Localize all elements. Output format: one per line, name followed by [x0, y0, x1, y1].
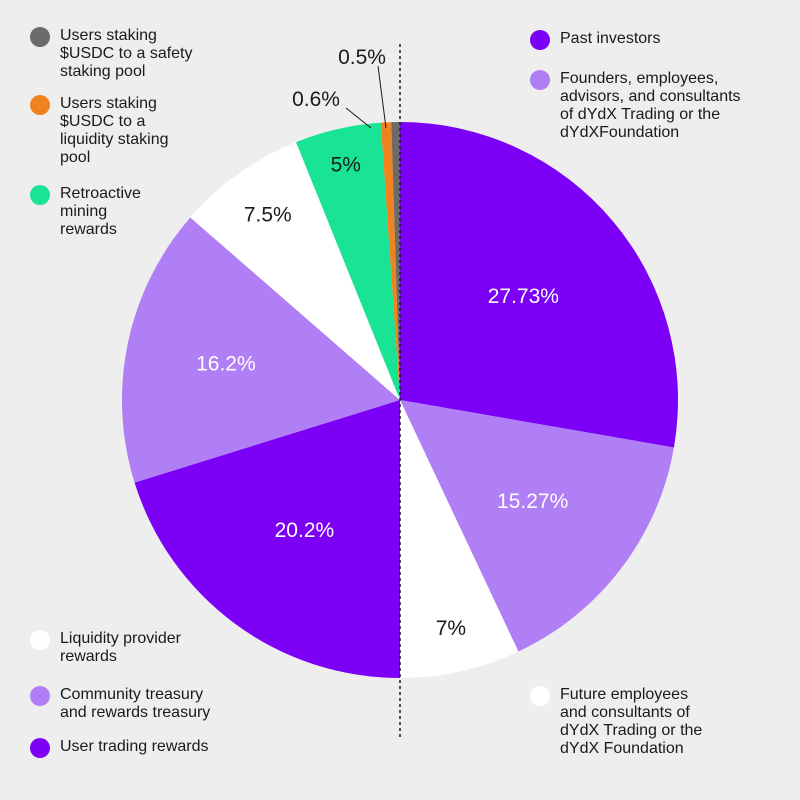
legend-swatch: [30, 686, 50, 706]
pie-slice: [296, 122, 400, 400]
legend-label: Founders, employees, advisors, and consu…: [560, 70, 741, 141]
slice-value-label: 7%: [436, 617, 466, 640]
slice-value-label: 5%: [331, 153, 361, 176]
leader-line: [377, 65, 387, 129]
legend-swatch: [30, 27, 50, 47]
legend-item-liquidity-provider: Liquidity provider rewards: [30, 630, 181, 666]
legend-label: Users staking $USDC to a liquidity staki…: [60, 95, 169, 166]
legend-label: Community treasury and rewards treasury: [60, 686, 211, 721]
pie-slice: [400, 400, 519, 678]
slice-value-label: 20.2%: [275, 519, 335, 542]
legend-swatch: [30, 630, 50, 650]
legend-label: Retroactive mining rewards: [60, 185, 141, 238]
pie-slice: [134, 400, 400, 678]
slice-value-label: 0.6%: [292, 88, 340, 111]
legend-label: User trading rewards: [60, 738, 209, 755]
slice-value-label: 7.5%: [244, 203, 292, 226]
pie-slice: [122, 217, 401, 483]
legend-swatch: [30, 95, 50, 115]
legend-swatch: [530, 30, 550, 50]
pie-slice: [380, 122, 400, 400]
slice-value-label: 27.73%: [488, 285, 559, 308]
legend-swatch: [30, 185, 50, 205]
legend-item-safety-staking: Users staking $USDC to a safety staking …: [30, 27, 193, 81]
pie-slice: [391, 122, 400, 400]
legend-item-community-treasury: Community treasury and rewards treasury: [30, 686, 210, 722]
legend-item-founders: Founders, employees, advisors, and consu…: [530, 70, 741, 142]
legend-label: Past investors: [560, 30, 661, 47]
pie-slice: [400, 122, 678, 448]
pie-slice: [400, 400, 674, 652]
legend-swatch: [30, 738, 50, 758]
legend-item-past-investors: Past investors: [530, 30, 660, 50]
legend-label: Users staking $USDC to a safety staking …: [60, 27, 193, 80]
legend-label: Future employees and consultants of dYdX…: [560, 686, 703, 757]
legend-item-liquidity-staking: Users staking $USDC to a liquidity staki…: [30, 95, 169, 167]
slice-value-label: 16.2%: [196, 352, 256, 375]
legend-item-retroactive-mining: Retroactive mining rewards: [30, 185, 141, 239]
slice-value-label: 15.27%: [497, 490, 568, 513]
pie-slice: [190, 142, 400, 401]
legend-item-future-employees: Future employees and consultants of dYdX…: [530, 686, 702, 758]
leader-line: [345, 107, 372, 129]
legend-swatch: [530, 70, 550, 90]
legend-label: Liquidity provider rewards: [60, 630, 181, 665]
slice-value-label: 0.5%: [338, 46, 386, 69]
legend-item-user-trading: User trading rewards: [30, 738, 209, 758]
legend-swatch: [530, 686, 550, 706]
